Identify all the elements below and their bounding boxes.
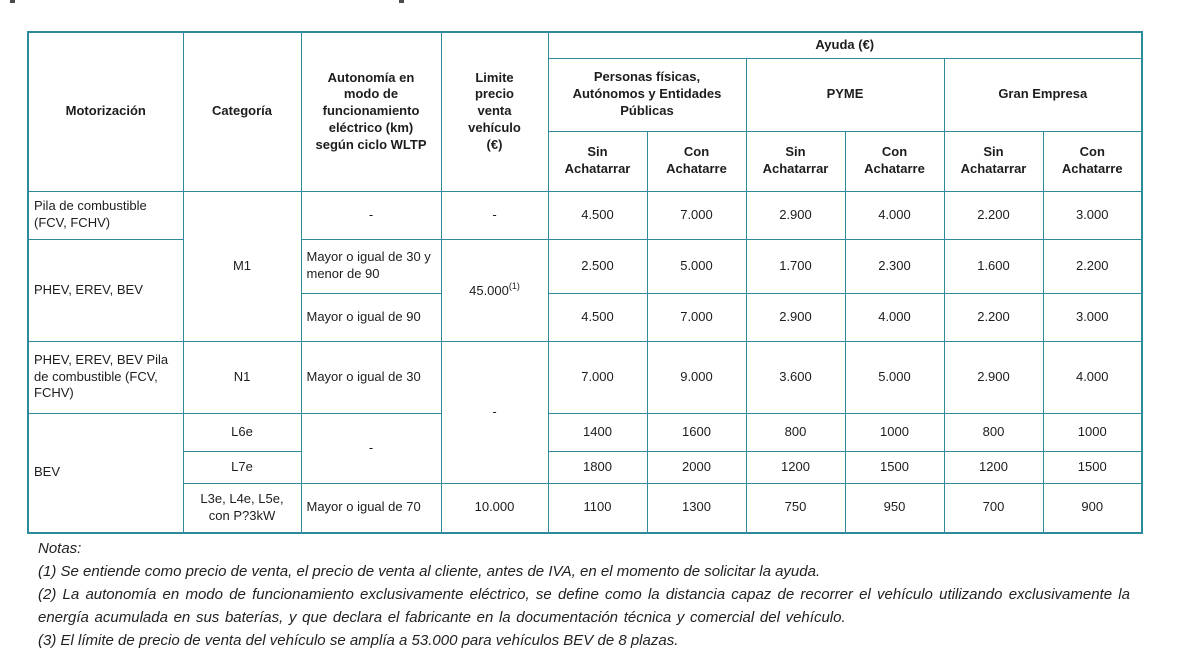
categoria-cell: L6e — [182, 412, 302, 452]
group-header-personas-fisicas: Personas físicas, Autónomos y Entidades … — [547, 57, 747, 132]
ayuda-value-cell: 1.600 — [943, 238, 1044, 294]
motorizacion-cell: PHEV, EREV, BEV Pila de combustible (FCV… — [27, 340, 184, 414]
limite-precio-cell: 45.000(1) — [440, 238, 549, 342]
ayuda-value-cell: 3.000 — [1042, 292, 1143, 342]
motorizacion-cell: BEV — [27, 412, 184, 534]
ayuda-value-cell: 7.000 — [646, 292, 747, 342]
ayuda-value-cell: 2.900 — [745, 292, 846, 342]
ayuda-value-cell: 2.900 — [745, 190, 846, 240]
footnote-3: (3) El límite de precio de venta del veh… — [38, 632, 679, 649]
ayuda-value-cell: 800 — [745, 412, 846, 452]
table-row: PHEV, EREV, BEV Pila de combustible (FCV… — [27, 340, 1143, 484]
ayuda-value-cell: 1500 — [844, 450, 945, 484]
col-header-motorizacion: Motorización — [27, 31, 184, 192]
ayuda-value-cell: 4.000 — [1042, 340, 1143, 414]
table-row: L3e, L4e, L5e, con P?3kW Mayor o igual d… — [28, 482, 1143, 534]
col-header-categoria: Categoría — [182, 31, 302, 192]
categoria-cell: N1 — [182, 340, 302, 414]
ayuda-value-cell: 750 — [745, 482, 846, 534]
ayuda-value-cell: 4.500 — [547, 190, 648, 240]
ayuda-value-cell: 3.000 — [1042, 190, 1143, 240]
ayuda-value-cell: 1400 — [547, 412, 648, 452]
ayuda-value-cell: 4.000 — [844, 292, 945, 342]
scan-artifact-speck — [10, 0, 15, 3]
subheader-sin-achatarrar: Sin Achatarrar — [745, 130, 846, 192]
table-row: Pila de combustible (FCV, FCHV) M1 - - 4… — [27, 190, 1143, 342]
ayuda-value-cell: 4.000 — [844, 190, 945, 240]
ayuda-value-cell: 1200 — [745, 450, 846, 484]
categoria-cell: L7e — [182, 450, 302, 484]
subheader-con-achatarre: Con Achatarre — [646, 130, 747, 192]
ayuda-value-cell: 1800 — [547, 450, 648, 484]
subheader-sin-achatarrar: Sin Achatarrar — [547, 130, 648, 192]
ayuda-value-cell: 2.200 — [943, 190, 1044, 240]
ayuda-value-cell: 1500 — [1042, 450, 1143, 484]
footnote-2: (2) La autonomía en modo de funcionamien… — [38, 586, 1130, 626]
header-row-achatarrar: Sin Achatarrar Con Achatarre Sin Achatar… — [28, 130, 1143, 192]
footnotes-section: Notas: (1) Se entiende como precio de ve… — [38, 537, 1130, 652]
autonomia-cell: Mayor o igual de 30 — [300, 340, 442, 414]
table-row: Mayor o igual de 90 4.500 7.000 2.900 4.… — [28, 292, 1143, 342]
ayuda-value-cell: 9.000 — [646, 340, 747, 414]
ayuda-value-cell: 7.000 — [547, 340, 648, 414]
autonomia-cell: Mayor o igual de 30 y menor de 90 — [300, 238, 442, 294]
col-header-limite-precio: Limite precio venta vehículo (€) — [440, 31, 549, 192]
autonomia-cell: - — [300, 190, 442, 240]
autonomia-cell: Mayor o igual de 70 — [300, 482, 442, 534]
motorizacion-cell: PHEV, EREV, BEV — [27, 238, 184, 342]
scan-artifact-speck — [399, 0, 404, 3]
motorizacion-cell: Pila de combustible (FCV, FCHV) — [27, 190, 184, 240]
footnote-ref-1: (1) — [508, 280, 520, 291]
ayuda-value-cell: 950 — [844, 482, 945, 534]
ayuda-value-cell: 1600 — [646, 412, 747, 452]
col-header-autonomia: Autonomía en modo de funcionamiento eléc… — [300, 31, 442, 192]
ayuda-value-cell: 5.000 — [646, 238, 747, 294]
ayuda-value-cell: 2.500 — [547, 238, 648, 294]
ayuda-value-cell: 1100 — [547, 482, 648, 534]
ayuda-value-cell: 1300 — [646, 482, 747, 534]
ayuda-value-cell: 800 — [943, 412, 1044, 452]
group-header-gran-empresa: Gran Empresa — [943, 57, 1143, 132]
ayuda-value-cell: 700 — [943, 482, 1044, 534]
ayuda-value-cell: 2.300 — [844, 238, 945, 294]
limite-precio-cell: - — [440, 190, 549, 240]
ayuda-value-cell: 2.200 — [1042, 238, 1143, 294]
limite-precio-value: 45.000 — [469, 282, 509, 298]
col-header-ayuda: Ayuda (€) — [547, 31, 1143, 59]
ayuda-value-cell: 7.000 — [646, 190, 747, 240]
subsidy-table: Motorización Categoría Autonomía en modo… — [27, 31, 1143, 534]
categoria-cell: M1 — [182, 190, 302, 342]
ayuda-value-cell: 2.900 — [943, 340, 1044, 414]
ayuda-value-cell: 1.700 — [745, 238, 846, 294]
ayuda-value-cell: 2.200 — [943, 292, 1044, 342]
table-row: L7e 1800 2000 1200 1500 1200 1500 — [28, 450, 1143, 484]
ayuda-value-cell: 2000 — [646, 450, 747, 484]
autonomia-cell: Mayor o igual de 90 — [300, 292, 442, 342]
footnote-1: (1) Se entiende como precio de venta, el… — [38, 563, 821, 580]
group-header-pyme: PYME — [745, 57, 945, 132]
subheader-sin-achatarrar: Sin Achatarrar — [943, 130, 1044, 192]
ayuda-value-cell: 1200 — [943, 450, 1044, 484]
ayuda-value-cell: 4.500 — [547, 292, 648, 342]
table-row: PHEV, EREV, BEV Mayor o igual de 30 y me… — [27, 238, 1143, 342]
ayuda-value-cell: 3.600 — [745, 340, 846, 414]
ayuda-value-cell: 900 — [1042, 482, 1143, 534]
ayuda-value-cell: 1000 — [844, 412, 945, 452]
subheader-con-achatarre: Con Achatarre — [1042, 130, 1143, 192]
subheader-con-achatarre: Con Achatarre — [844, 130, 945, 192]
limite-precio-cell: 10.000 — [440, 482, 549, 534]
footnotes-title: Notas: — [38, 540, 82, 557]
categoria-cell: L3e, L4e, L5e, con P?3kW — [182, 482, 302, 534]
autonomia-cell: - — [300, 412, 442, 484]
table-row: BEV L6e - 1400 1600 800 1000 800 1000 — [27, 412, 1143, 534]
limite-precio-cell: - — [440, 340, 549, 484]
header-row-ayuda: Motorización Categoría Autonomía en modo… — [27, 31, 1143, 192]
ayuda-value-cell: 1000 — [1042, 412, 1143, 452]
ayuda-value-cell: 5.000 — [844, 340, 945, 414]
